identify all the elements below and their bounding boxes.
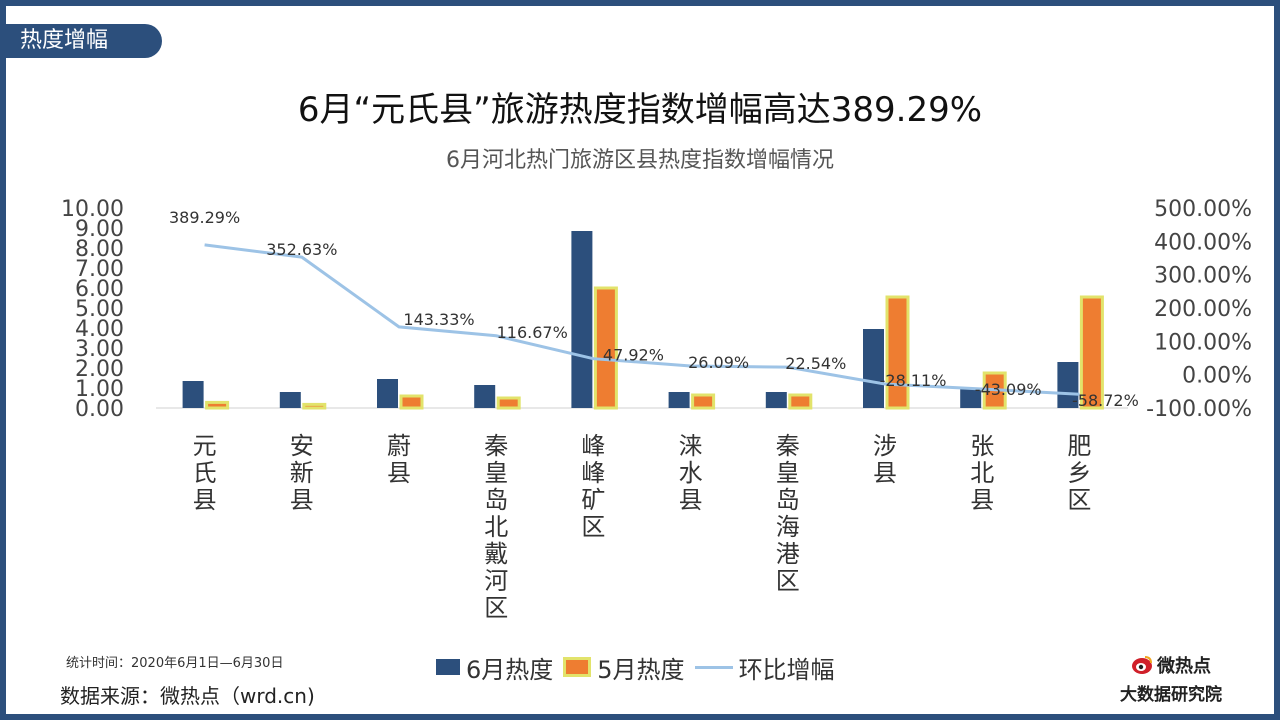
legend-swatch-growth	[694, 665, 733, 669]
y-right-tick-label: -100.00%	[1146, 397, 1252, 422]
brand-org: 大数据研究院	[1120, 685, 1222, 705]
x-category-label: 峰峰矿区	[581, 432, 605, 541]
x-category-label: 张北县	[970, 432, 994, 514]
bar-may	[593, 286, 618, 410]
legend-item-june: 6月热度	[436, 650, 553, 685]
x-category-label: 秦皇岛北戴河区	[484, 432, 508, 622]
page-title: 6月“元氏县”旅游热度指数增幅高达389.29%	[297, 90, 983, 130]
data-source-note: 数据来源：微热点（wrd.cn)	[60, 684, 315, 708]
legend-label-june: 6月热度	[466, 655, 554, 684]
chart-legend: 6月热度 5月热度 环比增幅	[436, 650, 835, 685]
bar-may	[205, 400, 230, 410]
bar-may	[496, 396, 521, 410]
legend-swatch-may	[563, 657, 592, 677]
bar-may	[788, 393, 813, 410]
bar-june	[960, 389, 982, 408]
y-left-tick-label: 1.00	[75, 377, 124, 402]
bar-june	[668, 392, 690, 408]
growth-data-label: 47.92%	[603, 346, 664, 365]
y-left-tick-label: 10.00	[61, 197, 124, 222]
y-left-tick-label: 9.00	[75, 217, 124, 242]
bar-june	[377, 379, 398, 408]
growth-data-label: 389.29%	[169, 208, 240, 227]
x-category-label: 蔚县	[387, 432, 411, 487]
x-category-label: 安新县	[290, 432, 314, 514]
growth-data-label: 26.09%	[688, 353, 749, 372]
bar-may	[691, 393, 716, 410]
bar-june	[474, 385, 496, 408]
legend-label-growth: 环比增幅	[738, 655, 835, 684]
y-left-tick-label: 2.00	[75, 357, 124, 382]
growth-data-label: 352.63%	[266, 240, 337, 259]
y-right-tick-label: 0.00%	[1182, 364, 1252, 389]
y-left-tick-label: 4.00	[75, 317, 124, 342]
bar-june	[1057, 362, 1079, 408]
y-left-tick-label: 8.00	[75, 237, 124, 262]
y-right-tick-label: 100.00%	[1154, 330, 1252, 355]
x-category-label: 秦皇岛海港区	[776, 432, 800, 595]
growth-data-label: -28.11%	[880, 371, 947, 390]
brand-logo-row: 微热点	[1096, 652, 1246, 678]
section-tab: 热度增幅	[6, 24, 162, 58]
combo-chart: 0.001.002.003.004.005.006.007.008.009.00…	[61, 197, 1252, 622]
y-left-tick-label: 6.00	[75, 277, 124, 302]
bar-may	[885, 295, 910, 410]
bar-june	[571, 231, 593, 408]
x-category-label: 肥乡区	[1067, 432, 1091, 514]
bar-may	[399, 394, 424, 410]
y-right-tick-label: 500.00%	[1154, 197, 1252, 222]
legend-item-may: 5月热度	[563, 650, 685, 685]
legend-label-may: 5月热度	[597, 655, 685, 684]
brand-name: 微热点	[1157, 656, 1211, 677]
y-left-tick-label: 7.00	[75, 257, 124, 282]
bar-may	[1079, 295, 1104, 410]
bar-june	[182, 381, 204, 408]
weibo-eye-icon	[1132, 656, 1152, 674]
brand-block: 微热点 大数据研究院	[1096, 652, 1246, 705]
growth-data-label: -58.72%	[1072, 391, 1139, 410]
x-category-label: 涉县	[873, 432, 897, 487]
slide-frame: 热度增幅 6月“元氏县”旅游热度指数增幅高达389.29% 6月河北热门旅游区县…	[6, 6, 1274, 714]
y-right-tick-label: 300.00%	[1154, 264, 1252, 289]
growth-data-label: 22.54%	[785, 354, 846, 373]
growth-line	[204, 243, 1080, 396]
bar-june	[765, 392, 787, 408]
bar-june	[279, 392, 301, 408]
y-left-tick-label: 0.00	[75, 397, 124, 422]
y-right-tick-label: 400.00%	[1154, 230, 1252, 255]
x-category-label: 元氏县	[193, 432, 217, 514]
growth-data-label: 116.67%	[497, 323, 568, 342]
bar-may	[302, 402, 327, 410]
legend-item-growth: 环比增幅	[694, 650, 835, 685]
chart-subtitle: 6月河北热门旅游区县热度指数增幅情况	[446, 148, 834, 173]
bar-june	[863, 329, 884, 408]
y-left-tick-label: 3.00	[75, 337, 124, 362]
y-left-tick-label: 5.00	[75, 297, 124, 322]
y-right-tick-label: 200.00%	[1154, 297, 1252, 322]
growth-data-label: 143.33%	[403, 310, 474, 329]
stat-time-note: 统计时间：2020年6月1日—6月30日	[66, 656, 284, 671]
growth-data-label: -43.09%	[975, 380, 1042, 399]
legend-swatch-june	[436, 659, 460, 675]
x-category-label: 涞水县	[679, 432, 703, 514]
